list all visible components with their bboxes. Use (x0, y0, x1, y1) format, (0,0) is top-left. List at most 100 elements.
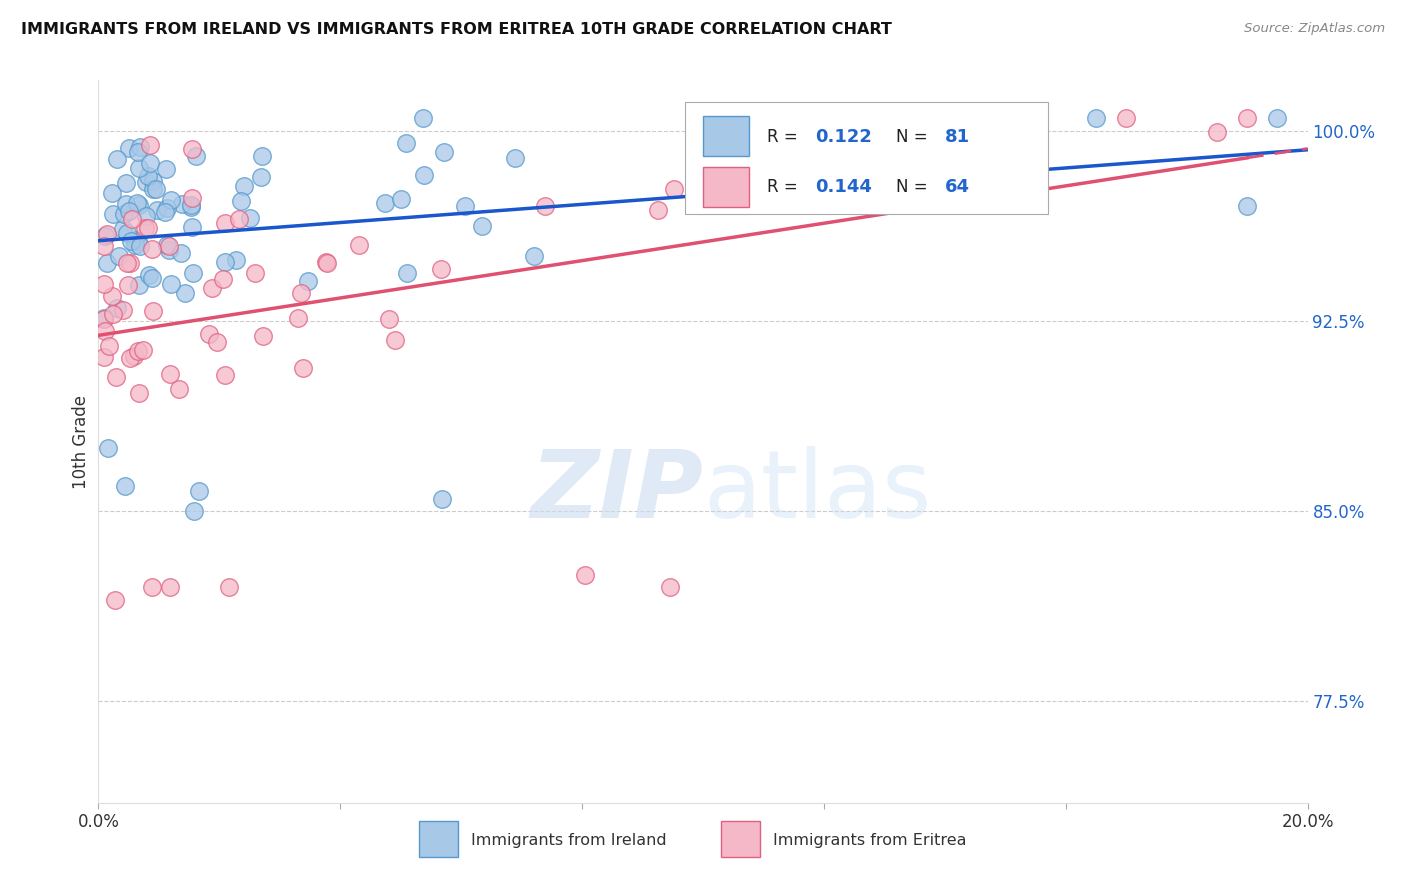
Point (101, 186, 124, 201)
Point (315, 255, 337, 269)
Point (128, 278, 150, 293)
Text: R =: R = (768, 128, 803, 145)
Point (429, 262, 451, 277)
Point (250, 149, 273, 163)
Point (120, 234, 142, 248)
Point (105, 301, 128, 315)
Point (233, 178, 256, 193)
Point (181, 266, 204, 280)
Point (142, 174, 165, 188)
Point (136, 220, 159, 235)
Text: 64: 64 (945, 178, 970, 196)
Point (141, 270, 163, 285)
Point (127, 145, 149, 160)
Point (167, 382, 190, 396)
Point (384, 333, 406, 347)
Point (290, 285, 312, 300)
Point (128, 386, 150, 401)
Point (135, 209, 157, 223)
Point (117, 256, 139, 270)
Point (138, 268, 160, 283)
Text: 0.144: 0.144 (815, 178, 872, 196)
Point (94, 228, 117, 243)
Point (96, 227, 118, 241)
Point (1267, 112, 1289, 126)
Point (412, 112, 434, 126)
Point (214, 216, 236, 230)
Point (93, 312, 115, 326)
Point (138, 138, 160, 153)
Point (228, 211, 250, 226)
Point (198, 326, 221, 341)
Point (97, 441, 120, 455)
Point (121, 211, 143, 226)
Point (156, 237, 179, 252)
Point (124, 238, 146, 252)
Point (873, 197, 896, 211)
Point (131, 343, 153, 358)
Point (122, 349, 145, 363)
Point (103, 307, 125, 321)
Point (647, 203, 669, 218)
Point (1206, 125, 1229, 139)
Point (1236, 112, 1258, 126)
Point (183, 504, 205, 518)
Point (142, 182, 165, 196)
Text: ZIP: ZIP (530, 446, 703, 538)
Point (664, 182, 686, 196)
Point (430, 491, 453, 506)
Point (114, 479, 136, 493)
Point (180, 142, 202, 156)
Point (97, 338, 120, 352)
Point (112, 302, 135, 317)
Point (433, 145, 456, 160)
Point (377, 312, 399, 326)
Point (115, 176, 138, 190)
Text: 0.122: 0.122 (815, 128, 872, 145)
Point (128, 161, 150, 175)
Point (522, 249, 544, 263)
Point (225, 253, 247, 268)
Point (118, 141, 141, 155)
Point (136, 169, 159, 183)
Point (104, 369, 127, 384)
Point (347, 237, 370, 252)
Point (180, 198, 202, 212)
Point (117, 278, 139, 293)
Point (124, 233, 146, 247)
Point (93, 310, 115, 325)
Text: 81: 81 (945, 128, 970, 145)
Bar (703, 167, 749, 207)
Point (291, 361, 314, 376)
Text: atlas: atlas (703, 446, 931, 538)
Point (157, 243, 180, 257)
Point (505, 151, 527, 165)
Point (170, 246, 193, 260)
Point (389, 192, 412, 206)
Point (118, 204, 141, 219)
Point (287, 311, 309, 326)
Point (471, 219, 494, 233)
Point (873, 159, 896, 173)
Point (127, 234, 149, 248)
Point (139, 156, 162, 170)
Point (965, 115, 987, 129)
Text: Source: ZipAtlas.com: Source: ZipAtlas.com (1244, 22, 1385, 36)
Point (114, 196, 136, 211)
Point (127, 344, 149, 359)
Point (127, 196, 149, 211)
Point (250, 169, 273, 184)
Point (159, 367, 181, 381)
Point (156, 201, 179, 215)
Point (155, 205, 177, 219)
Bar (419, 821, 457, 857)
Point (93, 324, 115, 338)
Point (413, 168, 436, 182)
Point (155, 162, 177, 177)
Point (659, 580, 682, 594)
Point (238, 211, 260, 225)
Point (184, 149, 207, 163)
Point (157, 239, 180, 253)
Point (105, 152, 128, 166)
Point (205, 335, 228, 350)
